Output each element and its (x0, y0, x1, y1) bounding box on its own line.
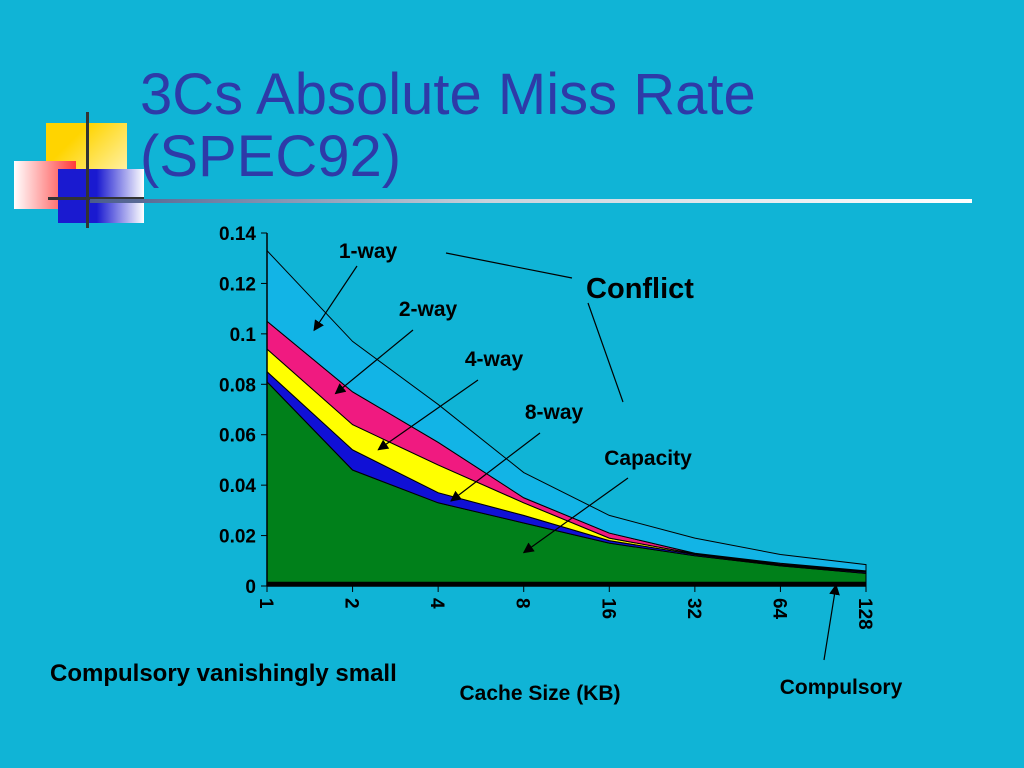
y-tick-label: 0.12 (219, 274, 256, 295)
y-tick-label: 0.02 (219, 527, 256, 548)
annotation-arrow-compulsory (823, 583, 840, 661)
y-tick-label: 0.14 (219, 224, 256, 245)
y-tick-label: 0.04 (219, 476, 256, 497)
annotation-arrow-capacity (522, 477, 629, 554)
annotation-arrow-8-way (450, 432, 541, 502)
annotation-arrow-2-way (334, 329, 414, 395)
annotation-capacity: Capacity (604, 447, 692, 470)
decor-blue-square (58, 169, 144, 223)
x-tick-label: 8 (512, 598, 533, 609)
x-tick-label: 4 (426, 598, 447, 609)
x-tick-label: 64 (768, 598, 789, 620)
annotation-arrow-4-way (377, 379, 479, 451)
x-tick-label: 2 (341, 598, 362, 609)
conflict-leader-line-1 (445, 252, 573, 279)
bottom-note: Compulsory vanishingly small (50, 660, 397, 687)
decor-horizontal-line (48, 197, 144, 200)
y-tick-label: 0.08 (219, 375, 256, 396)
annotation-compulsory: Compulsory (780, 676, 903, 699)
annotation-2-way: 2-way (399, 298, 458, 321)
annotation-4-way: 4-way (465, 348, 524, 371)
annotation-arrow-1-way (313, 265, 358, 332)
slide-title-line-1: 3Cs Absolute Miss Rate (140, 62, 756, 127)
slide-title-line-2: (SPEC92) (140, 124, 402, 189)
x-tick-label: 128 (854, 598, 875, 630)
y-tick-label: 0 (245, 577, 256, 598)
annotation-1-way: 1-way (339, 240, 398, 263)
y-tick-label: 0.06 (219, 426, 256, 447)
x-tick-label: 32 (683, 598, 704, 619)
x-tick-label: 16 (597, 598, 618, 619)
x-tick-label: 1 (255, 598, 276, 609)
annotation-conflict: Conflict (586, 273, 694, 305)
slide-title: 3Cs Absolute Miss Rate (SPEC92) (140, 64, 756, 188)
area-1-way (266, 249, 867, 572)
conflict-leader-line-2 (587, 302, 624, 403)
annotation-8-way: 8-way (525, 401, 584, 424)
decor-vertical-line (86, 112, 89, 228)
x-axis-title: Cache Size (KB) (459, 682, 620, 705)
title-underline (90, 199, 972, 203)
y-tick-label: 0.1 (230, 325, 257, 346)
